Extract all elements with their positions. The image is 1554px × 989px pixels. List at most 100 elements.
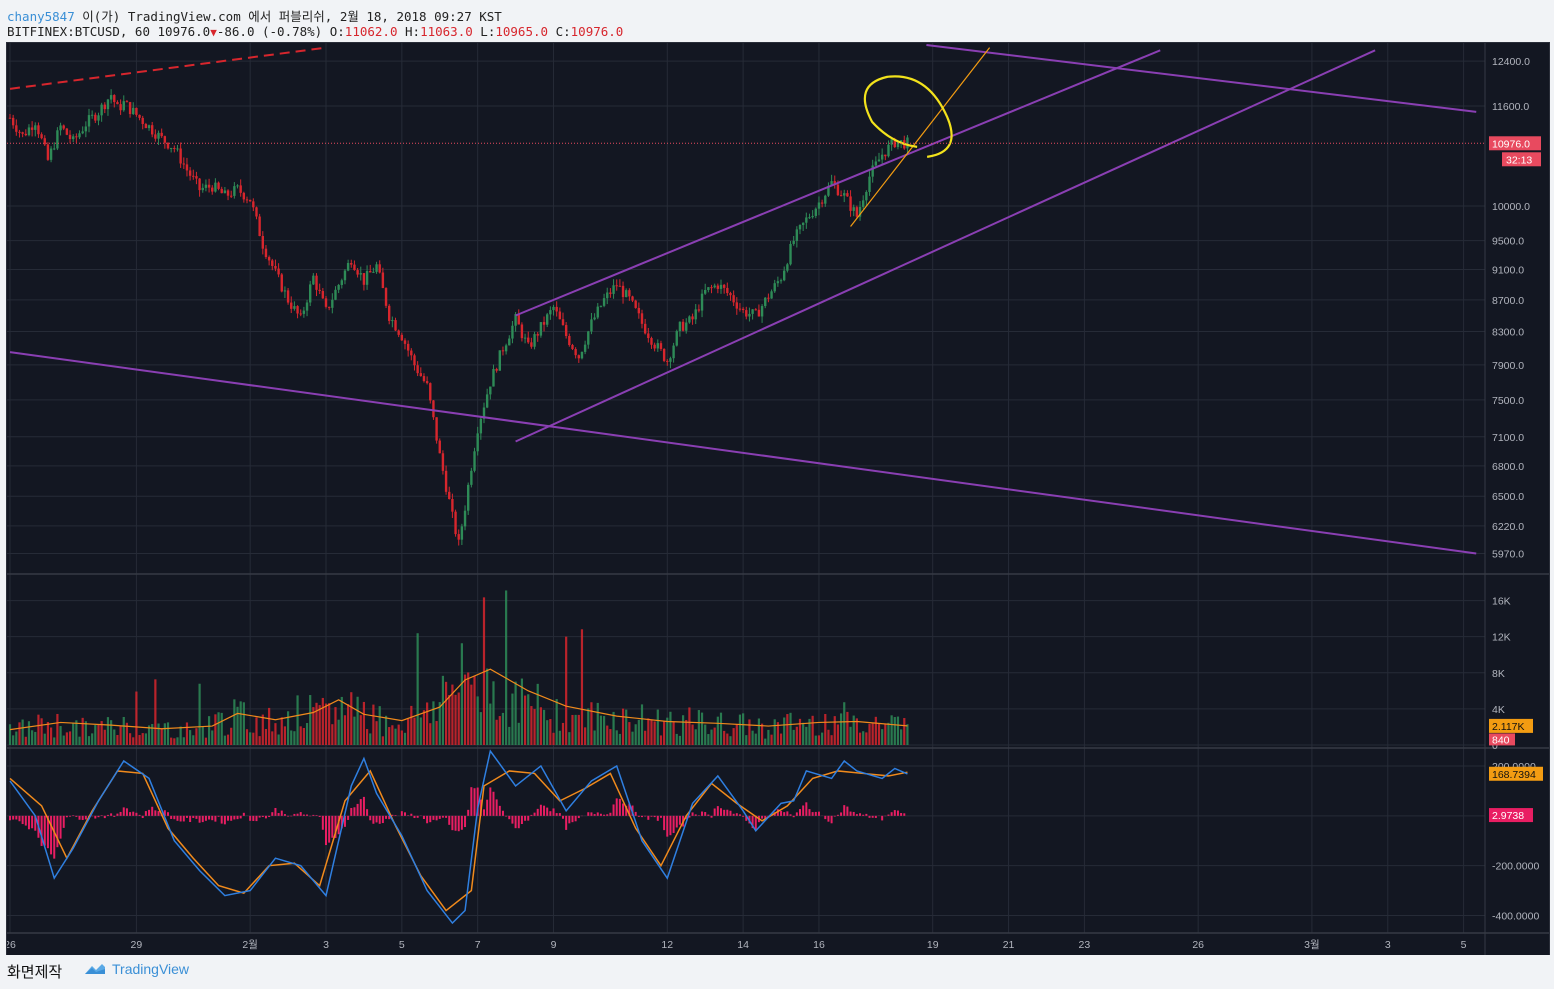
histogram-bar xyxy=(628,803,631,816)
volume-bar xyxy=(435,721,438,745)
volume-bar xyxy=(511,693,514,745)
candle-body xyxy=(321,290,325,299)
histogram-bar xyxy=(675,815,678,828)
histogram-bar xyxy=(536,808,539,816)
orange-trend-line[interactable] xyxy=(850,47,991,227)
time-tick-label: 2월 xyxy=(242,939,258,951)
volume-bar xyxy=(802,722,805,745)
volume-bar xyxy=(514,681,517,745)
volume-bar xyxy=(615,730,618,745)
histogram-bar xyxy=(438,815,441,819)
time-tick-label: 14 xyxy=(737,939,749,951)
volume-bar xyxy=(302,727,305,745)
chart-area[interactable]: 12400.0 11600.0 10000.0 9500.0 9100.0 8700.0 8… xyxy=(4,42,1550,957)
volume-bar xyxy=(533,709,536,745)
candle-body xyxy=(280,274,283,292)
histogram-bar xyxy=(868,815,871,818)
volume-bar xyxy=(817,735,821,745)
volume-bar xyxy=(783,717,786,745)
volume-bar xyxy=(558,730,561,745)
candle-body xyxy=(318,289,321,291)
resistance-descending-line[interactable] xyxy=(9,351,1477,555)
candle-body xyxy=(542,322,546,325)
volume-bar xyxy=(43,733,46,745)
histogram-bar xyxy=(539,804,542,816)
volume-bar xyxy=(574,714,577,745)
candle-body xyxy=(87,115,91,127)
candle-body xyxy=(230,195,233,197)
candle-body xyxy=(220,188,223,194)
volume-bar xyxy=(214,714,217,745)
volume-bar xyxy=(378,706,381,745)
candle-body xyxy=(201,187,204,191)
volume-bar xyxy=(144,733,147,745)
histogram-bar xyxy=(343,815,346,827)
highlight-ellipse[interactable] xyxy=(863,75,953,158)
candle-body xyxy=(8,117,12,119)
histogram-bar xyxy=(24,815,27,826)
histogram-bar xyxy=(590,812,593,816)
candle-body xyxy=(609,292,612,294)
volume-bar xyxy=(18,722,21,745)
price-tick-label: 6800.0 xyxy=(1492,461,1524,473)
histogram-bar xyxy=(486,799,489,816)
channel-lower-line[interactable] xyxy=(515,49,1376,443)
histogram-bar xyxy=(606,814,609,816)
candle-body xyxy=(359,273,362,275)
tradingview-brand[interactable]: TradingView xyxy=(84,961,189,977)
candle-body xyxy=(223,190,227,194)
price-axis[interactable]: 12400.0 11600.0 10000.0 9500.0 9100.0 8700.0 8… xyxy=(1489,56,1541,561)
candle-body xyxy=(833,181,836,185)
histogram-bar xyxy=(12,815,15,820)
time-axis[interactable]: 26 29 2월 3 5 7 9 12 14 16 19 21 23 26 3월 3 5 xyxy=(4,939,1467,951)
volume-bar xyxy=(128,733,132,745)
channel-upper-line[interactable] xyxy=(515,49,1161,317)
volume-bar xyxy=(388,727,391,745)
histogram-bar xyxy=(110,813,113,816)
histogram-bar xyxy=(429,815,432,823)
volume-bar xyxy=(419,717,422,745)
resistance-top-line[interactable] xyxy=(926,44,1477,113)
histogram-bar xyxy=(34,815,37,831)
volume-bar xyxy=(113,729,116,745)
author-link[interactable]: chany5847 xyxy=(7,9,75,24)
volume-bar xyxy=(659,735,663,745)
candle-body xyxy=(602,298,606,306)
candle-body xyxy=(157,132,160,139)
volume-bar xyxy=(312,707,315,745)
histogram-bar xyxy=(359,799,362,816)
volume-bar xyxy=(669,711,672,745)
red-dashed-line[interactable] xyxy=(9,46,327,90)
histogram-bar xyxy=(340,815,343,829)
volume-bar xyxy=(530,706,533,745)
candle-body xyxy=(748,313,751,317)
price-tick-label: 12400.0 xyxy=(1492,56,1530,68)
candle-body xyxy=(331,299,334,308)
histogram-bar xyxy=(328,815,331,843)
candle-body xyxy=(141,117,144,124)
histogram-bar xyxy=(562,815,564,819)
candle-body xyxy=(122,101,125,111)
histogram-bar xyxy=(552,808,555,816)
histogram-bar xyxy=(347,815,350,820)
volume-bar xyxy=(429,723,432,745)
histogram-bar xyxy=(720,808,722,816)
volume-bar xyxy=(855,718,858,745)
volume-bar xyxy=(836,724,840,745)
histogram-bar xyxy=(173,815,176,820)
volume-bar xyxy=(372,704,375,745)
volume-bar xyxy=(463,674,467,745)
histogram-bar xyxy=(650,815,653,817)
down-arrow-icon: ▼ xyxy=(210,26,217,39)
histogram-bar xyxy=(233,815,236,820)
volume-bar xyxy=(628,722,631,745)
chart-canvas[interactable]: 12400.0 11600.0 10000.0 9500.0 9100.0 8700.0 8… xyxy=(4,43,1549,956)
candle-body xyxy=(75,136,78,138)
volume-bar xyxy=(719,712,723,745)
volume-bar xyxy=(343,715,347,745)
candle-body xyxy=(97,115,100,121)
histogram-bar xyxy=(846,806,849,816)
histogram-bar xyxy=(688,815,691,818)
